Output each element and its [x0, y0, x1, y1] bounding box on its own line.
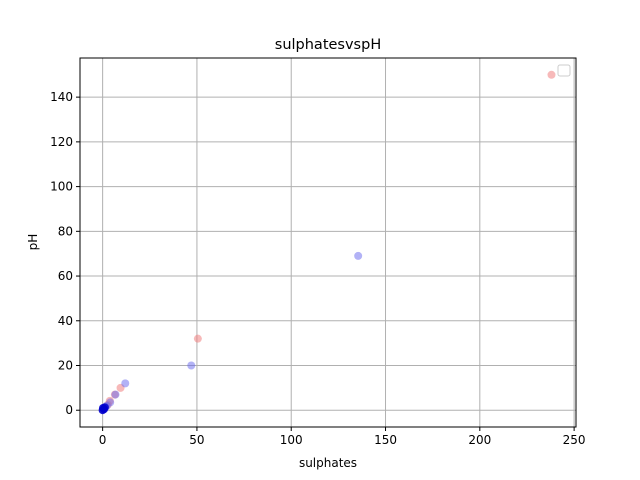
scatter-point — [111, 390, 120, 399]
scatter-point — [121, 379, 130, 388]
scatter-point — [187, 361, 196, 370]
x-tick-label: 0 — [99, 433, 107, 447]
x-tick-label: 200 — [468, 433, 491, 447]
y-tick-label: 80 — [58, 224, 73, 238]
tick-labels: 0 50 100 150 200 250 0 20 40 60 80 100 120 140 — [50, 90, 585, 447]
y-tick-label: 0 — [65, 403, 73, 417]
y-axis-title: pH — [26, 234, 40, 251]
y-tick-label: 140 — [50, 90, 73, 104]
plot-frame — [79, 57, 577, 428]
y-tick-label: 40 — [58, 314, 73, 328]
y-tick-label: 20 — [58, 359, 73, 373]
chart-title: sulphatesvspH — [275, 37, 381, 53]
y-tick-label: 100 — [50, 180, 73, 194]
x-axis-title: sulphates — [299, 456, 357, 470]
scatter-point — [193, 334, 202, 343]
legend-box — [557, 64, 571, 77]
scatter-point — [547, 70, 556, 79]
data-points — [98, 70, 556, 415]
scatter-point — [354, 251, 363, 260]
x-tick-label: 50 — [189, 433, 204, 447]
y-tick-label: 60 — [58, 269, 73, 283]
x-tick-label: 100 — [280, 433, 303, 447]
grid-lines — [80, 58, 576, 427]
x-tick-label: 150 — [374, 433, 397, 447]
x-tick-label: 250 — [563, 433, 586, 447]
scatter-point — [100, 403, 109, 412]
axis-ticks — [76, 96, 575, 431]
y-tick-label: 120 — [50, 135, 73, 149]
scatter-point — [106, 398, 115, 407]
